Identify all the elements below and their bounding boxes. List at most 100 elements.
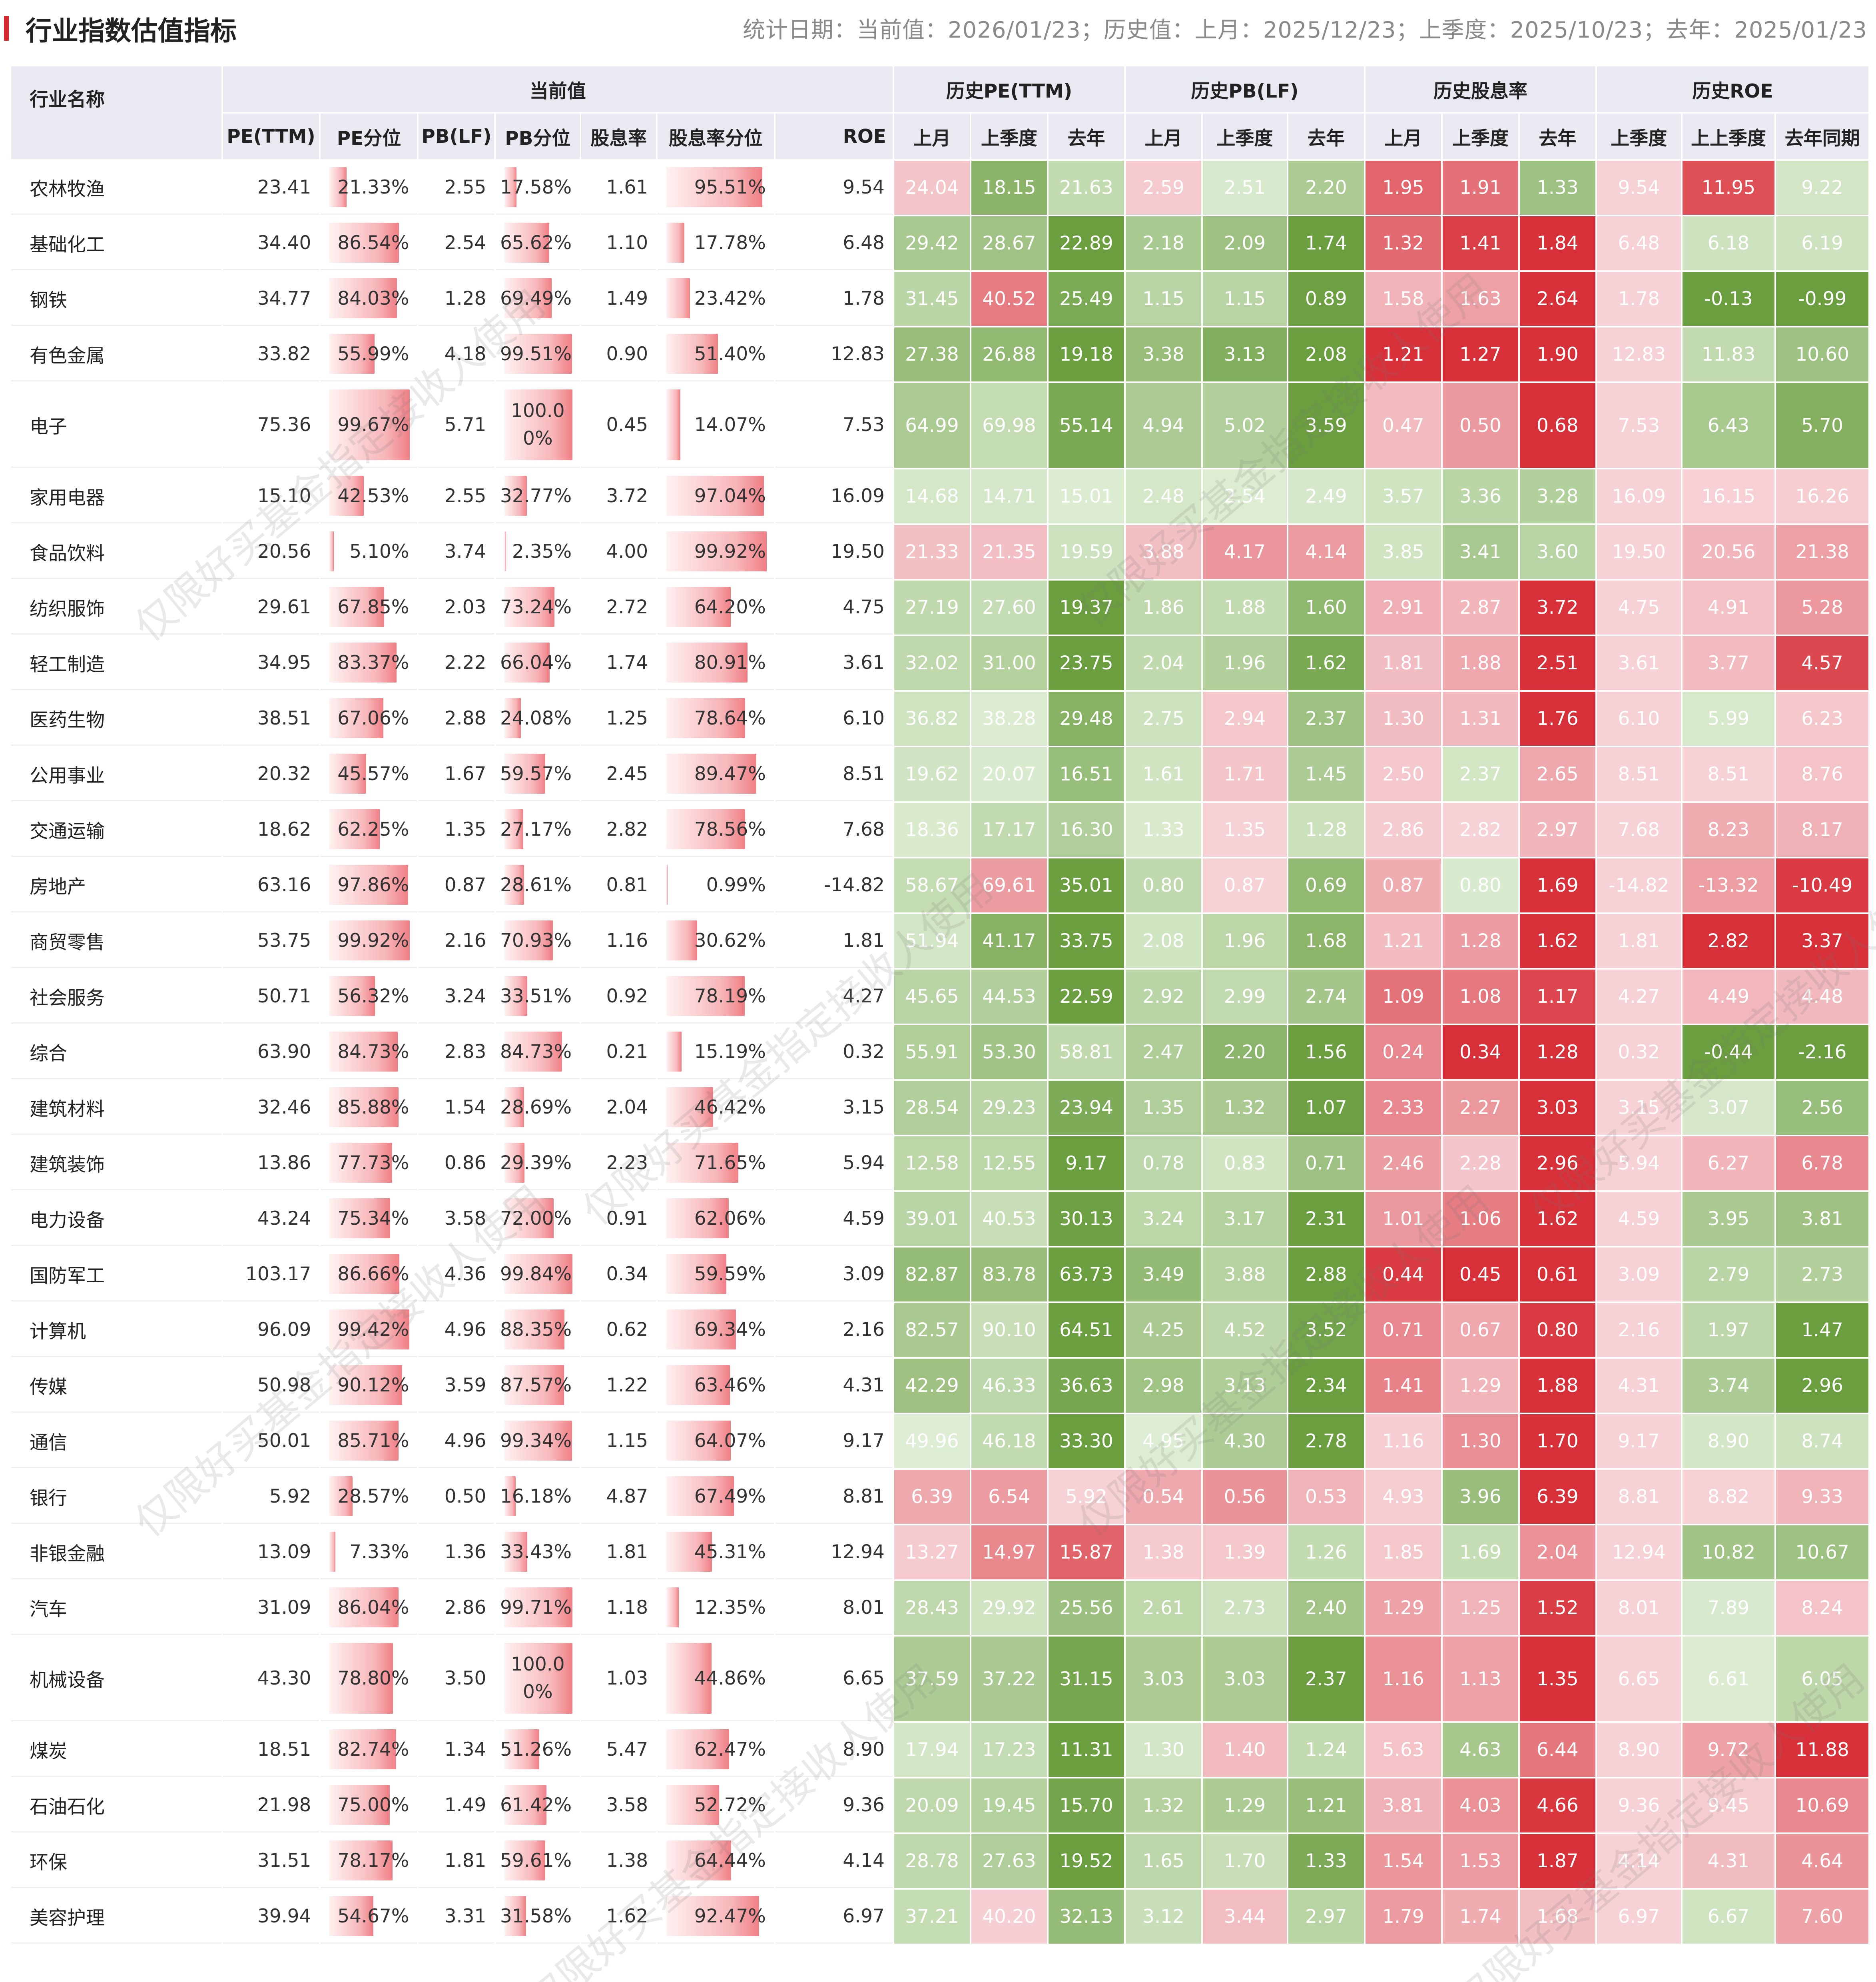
table-row[interactable]: 医药生物 38.51 67.06% 2.88 24.08% 1.25 78.64% 6.10 3… — [11, 692, 1868, 746]
table-row[interactable]: 基础化工 34.40 86.54% 2.54 65.62% 1.10 17.78% 6.48 2… — [11, 216, 1868, 270]
industry-name-cell: 交通运输 — [11, 803, 221, 857]
hist-roe-prev-quarter-cell: -0.44 — [1682, 1025, 1775, 1079]
table-row[interactable]: 电子 75.36 99.67% 5.71 100.0 0% 0.45 14.07% 7.53 64… — [11, 383, 1868, 468]
col-header-dy-pct[interactable]: 股息率分位 — [658, 114, 774, 159]
pb-cell: 4.36 — [419, 1247, 494, 1301]
pb-cell: 0.87 — [419, 858, 494, 912]
col-header-pe-last-quarter[interactable]: 上季度 — [971, 114, 1047, 159]
hist-pe-last-year-cell: 22.89 — [1048, 216, 1124, 270]
dy-percentile-cell-text: 46.42% — [694, 1096, 766, 1118]
table-row[interactable]: 传媒 50.98 90.12% 3.59 87.57% 1.22 63.46% 4.31 42.… — [11, 1359, 1868, 1413]
col-header-roe-last-quarter[interactable]: 上季度 — [1597, 114, 1681, 159]
pe-percentile-cell: 78.17% — [321, 1834, 417, 1888]
col-header-pe-pct[interactable]: PE分位 — [321, 114, 417, 159]
table-row[interactable]: 石油石化 21.98 75.00% 1.49 61.42% 3.58 52.72% 9.36 2… — [11, 1778, 1868, 1832]
group-hist-pe: 历史PE(TTM) — [894, 66, 1124, 112]
col-header-pe-last-year[interactable]: 去年 — [1048, 114, 1124, 159]
dy-cell: 1.74 — [581, 636, 656, 690]
col-header-pb-last-month[interactable]: 上月 — [1125, 114, 1201, 159]
col-industry-name[interactable]: 行业名称 — [11, 66, 221, 159]
table-row[interactable]: 有色金属 33.82 55.99% 4.18 99.51% 0.90 51.40% 12.83… — [11, 327, 1868, 381]
table-row[interactable]: 电力设备 43.24 75.34% 3.58 72.00% 0.91 62.06% 4.59 3… — [11, 1192, 1868, 1246]
pb-cell: 1.49 — [419, 1778, 494, 1832]
hist-pe-last-month-cell: 55.91 — [894, 1025, 970, 1079]
table-row[interactable]: 农林牧渔 23.41 21.33% 2.55 17.58% 1.61 95.51% 9.54 2… — [11, 161, 1868, 215]
hist-dy-last-year-cell: 2.96 — [1519, 1136, 1595, 1190]
hist-roe-last-quarter-cell: 6.65 — [1597, 1637, 1681, 1721]
table-row[interactable]: 汽车 31.09 86.04% 2.86 99.71% 1.18 12.35% 8.01 28.… — [11, 1581, 1868, 1635]
hist-pb-last-quarter-cell: 0.56 — [1203, 1470, 1287, 1524]
table-row[interactable]: 国防军工 103.17 86.66% 4.36 99.84% 0.34 59.59% 3.09… — [11, 1247, 1868, 1301]
table-row[interactable]: 房地产 63.16 97.86% 0.87 28.61% 0.81 0.99% -14.82 5… — [11, 858, 1868, 912]
table-row[interactable]: 计算机 96.09 99.42% 4.96 88.35% 0.62 69.34% 2.16 82… — [11, 1303, 1868, 1357]
hist-roe-last-year-cell: 6.05 — [1776, 1637, 1868, 1721]
pb-cell: 1.81 — [419, 1834, 494, 1888]
pe-percentile-cell-text: 78.80% — [337, 1667, 409, 1689]
dy-percentile-cell: 0.99% — [658, 858, 774, 912]
col-header-dy[interactable]: 股息率 — [581, 114, 656, 159]
hist-roe-last-quarter-cell: 4.75 — [1597, 581, 1681, 635]
col-header-pb-last-year[interactable]: 去年 — [1288, 114, 1364, 159]
table-row[interactable]: 非银金融 13.09 7.33% 1.36 33.43% 1.81 45.31% 12.94 1… — [11, 1525, 1868, 1579]
pe-percentile-cell: 54.67% — [321, 1890, 417, 1944]
col-header-dy-last-year[interactable]: 去年 — [1519, 114, 1595, 159]
table-row[interactable]: 家用电器 15.10 42.53% 2.55 32.77% 3.72 97.04% 16.09… — [11, 469, 1868, 523]
percentile-bar — [504, 754, 545, 794]
table-row[interactable]: 美容护理 39.94 54.67% 3.31 31.58% 1.62 92.47% 6.97 3… — [11, 1890, 1868, 1944]
table-row[interactable]: 交通运输 18.62 62.25% 1.35 27.17% 2.82 78.56% 7.68 1… — [11, 803, 1868, 857]
table-row[interactable]: 通信 50.01 85.71% 4.96 99.34% 1.15 64.07% 9.17 49.… — [11, 1414, 1868, 1468]
hist-pe-last-year-cell: 19.59 — [1048, 525, 1124, 579]
table-row[interactable]: 银行 5.92 28.57% 0.50 16.18% 4.87 67.49% 8.81 6.39… — [11, 1470, 1868, 1524]
hist-dy-last-year-cell: 6.44 — [1519, 1723, 1595, 1777]
col-header-roe-last-year[interactable]: 去年同期 — [1776, 114, 1868, 159]
percentile-bar — [329, 1840, 393, 1880]
table-row[interactable]: 商贸零售 53.75 99.92% 2.16 70.93% 1.16 30.62% 1.81 5… — [11, 914, 1868, 968]
pe-cell: 50.98 — [223, 1359, 319, 1413]
hist-roe-prev-quarter-cell: 11.83 — [1682, 327, 1775, 381]
industry-name-cell: 食品饮料 — [11, 525, 221, 579]
table-row[interactable]: 机械设备 43.30 78.80% 3.50 100.0 0% 1.03 44.86% 6.65… — [11, 1637, 1868, 1721]
hist-pe-last-month-cell: 58.67 — [894, 858, 970, 912]
hist-pb-last-month-cell: 2.92 — [1125, 970, 1201, 1024]
hist-pb-last-year-cell: 4.14 — [1288, 525, 1364, 579]
hist-roe-last-year-cell: 6.23 — [1776, 692, 1868, 746]
table-row[interactable]: 社会服务 50.71 56.32% 3.24 33.51% 0.92 78.19% 4.27 4… — [11, 970, 1868, 1024]
table-row[interactable]: 环保 31.51 78.17% 1.81 59.61% 1.38 64.44% 4.14 28.… — [11, 1834, 1868, 1888]
industry-name-cell: 农林牧渔 — [11, 161, 221, 215]
hist-dy-last-year-cell: 3.72 — [1519, 581, 1595, 635]
col-header-pe[interactable]: PE(TTM) — [223, 114, 319, 159]
col-header-dy-last-month[interactable]: 上月 — [1365, 114, 1441, 159]
industry-name-cell: 汽车 — [11, 1581, 221, 1635]
col-header-pe-last-month[interactable]: 上月 — [894, 114, 970, 159]
pb-cell: 4.96 — [419, 1303, 494, 1357]
table-row[interactable]: 煤炭 18.51 82.74% 1.34 51.26% 5.47 62.47% 8.90 17.… — [11, 1723, 1868, 1777]
hist-roe-prev-quarter-cell: 6.67 — [1682, 1890, 1775, 1944]
table-row[interactable]: 建筑材料 32.46 85.88% 1.54 28.69% 2.04 46.42% 3.15 2… — [11, 1081, 1868, 1135]
table-row[interactable]: 纺织服饰 29.61 67.85% 2.03 73.24% 2.72 64.20% 4.75 2… — [11, 581, 1868, 635]
hist-dy-last-year-cell: 1.69 — [1519, 858, 1595, 912]
col-header-dy-last-quarter[interactable]: 上季度 — [1442, 114, 1518, 159]
pe-percentile-cell: 75.34% — [321, 1192, 417, 1246]
table-row[interactable]: 钢铁 34.77 84.03% 1.28 69.49% 1.49 23.42% 1.78 31.… — [11, 272, 1868, 326]
dy-cell: 0.91 — [581, 1192, 656, 1246]
hist-dy-last-quarter-cell: 2.87 — [1442, 581, 1518, 635]
table-row[interactable]: 建筑装饰 13.86 77.73% 0.86 29.39% 2.23 71.65% 5.94 1… — [11, 1136, 1868, 1190]
hist-roe-prev-quarter-cell: 6.18 — [1682, 216, 1775, 270]
table-row[interactable]: 轻工制造 34.95 83.37% 2.22 66.04% 1.74 80.91% 3.61 3… — [11, 636, 1868, 690]
col-header-roe-prev-quarter[interactable]: 上上季度 — [1682, 114, 1775, 159]
hist-dy-last-year-cell: 6.39 — [1519, 1470, 1595, 1524]
table-row[interactable]: 公用事业 20.32 45.57% 1.67 59.57% 2.45 89.47% 8.51 1… — [11, 747, 1868, 801]
table-row[interactable]: 综合 63.90 84.73% 2.83 84.73% 0.21 15.19% 0.32 55.… — [11, 1025, 1868, 1079]
col-header-pb-pct[interactable]: PB分位 — [496, 114, 580, 159]
col-header-pb-last-quarter[interactable]: 上季度 — [1203, 114, 1287, 159]
percentile-bar — [666, 1532, 712, 1572]
pe-percentile-cell: 85.71% — [321, 1414, 417, 1468]
percentile-bar — [329, 476, 364, 516]
hist-pe-last-month-cell: 64.99 — [894, 383, 970, 468]
table-row[interactable]: 食品饮料 20.56 5.10% 3.74 2.35% 4.00 99.92% 19.50 21… — [11, 525, 1868, 579]
pe-percentile-cell: 67.06% — [321, 692, 417, 746]
col-header-roe[interactable]: ROE — [775, 114, 893, 159]
col-header-pb[interactable]: PB(LF) — [419, 114, 494, 159]
hist-pe-last-month-cell: 27.38 — [894, 327, 970, 381]
dy-percentile-cell: 62.06% — [658, 1192, 774, 1246]
